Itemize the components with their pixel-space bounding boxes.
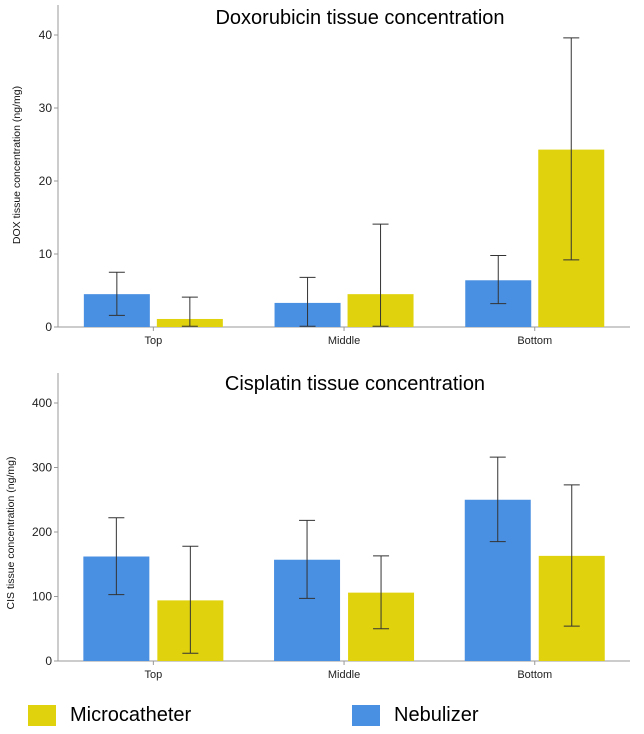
legend-label: Nebulizer xyxy=(394,704,479,726)
chart-title: Doxorubicin tissue concentration xyxy=(215,7,504,29)
chart-title: Cisplatin tissue concentration xyxy=(225,373,485,395)
cisplatin-chart: Cisplatin tissue concentration CIS tissu… xyxy=(5,373,630,681)
y-tick-label: 400 xyxy=(32,396,52,410)
x-tick-label: Top xyxy=(144,669,162,681)
plot-area: 0 10 20 30 40 Top Middle Bottom xyxy=(39,5,630,347)
y-axis-title: CIS tissue concentration (ng/mg) xyxy=(5,457,17,610)
y-tick-label: 20 xyxy=(39,174,53,188)
y-tick-label: 300 xyxy=(32,461,52,475)
plot-area: 0 100 200 300 400 Top Middle Bottom xyxy=(32,373,630,681)
legend-swatch-microcatheter xyxy=(28,705,56,726)
legend-item-nebulizer: Nebulizer xyxy=(352,704,478,727)
x-tick-label: Middle xyxy=(328,335,360,347)
legend: Microcatheter Nebulizer xyxy=(0,696,644,734)
x-tick-label: Bottom xyxy=(517,669,552,681)
legend-label: Microcatheter xyxy=(70,704,192,726)
y-tick-label: 0 xyxy=(45,654,52,668)
legend-item-microcatheter: Microcatheter xyxy=(28,704,191,727)
y-tick-label: 100 xyxy=(32,590,52,604)
x-tick-label: Top xyxy=(144,335,162,347)
x-tick-label: Middle xyxy=(328,669,360,681)
y-tick-label: 30 xyxy=(39,101,53,115)
y-tick-label: 200 xyxy=(32,525,52,539)
y-tick-label: 40 xyxy=(39,28,53,42)
y-axis-title: DOX tissue concentration (ng/mg) xyxy=(11,86,23,244)
x-tick-label: Bottom xyxy=(517,335,552,347)
y-tick-label: 0 xyxy=(45,320,52,334)
legend-swatch-nebulizer xyxy=(352,705,380,726)
y-tick-label: 10 xyxy=(39,247,53,261)
doxorubicin-chart: Doxorubicin tissue concentration DOX tis… xyxy=(11,5,630,347)
